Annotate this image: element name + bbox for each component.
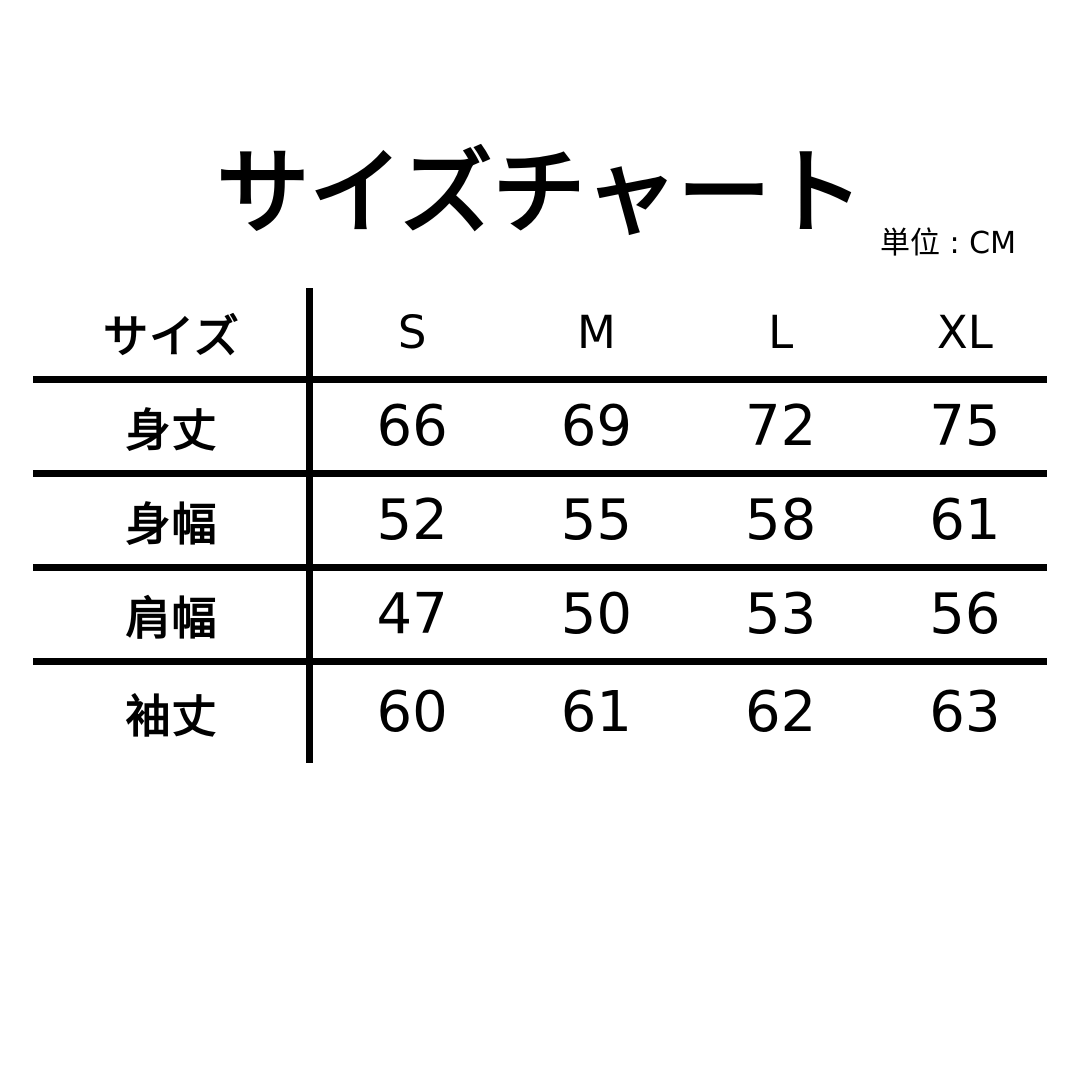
value-body-length-xl: 75 — [929, 394, 1001, 459]
value-sleeve-length-s: 60 — [376, 679, 448, 745]
header-size-label: サイズ — [103, 309, 240, 363]
row-label-shoulder-width: 肩幅 — [125, 592, 218, 645]
column-header-s: S — [397, 305, 427, 359]
value-shoulder-width-xl: 56 — [929, 582, 1001, 647]
table-row-body-length: 身丈 66 69 72 75 — [33, 383, 1047, 477]
value-sleeve-length-l: 62 — [744, 679, 817, 745]
table-row-body-width: 身幅 52 55 58 61 — [33, 477, 1047, 571]
value-sleeve-length-m: 61 — [560, 679, 632, 745]
value-body-length-l: 72 — [744, 394, 817, 459]
table-row-shoulder-width: 肩幅 47 50 53 56 — [33, 571, 1047, 665]
column-header-l: L — [768, 305, 794, 359]
value-body-width-m: 55 — [560, 488, 632, 553]
value-body-width-xl: 61 — [929, 488, 1001, 553]
column-header-m: M — [576, 305, 616, 359]
value-body-length-m: 69 — [560, 394, 632, 459]
row-label-body-length: 身丈 — [125, 404, 218, 457]
page-title: サイズチャート — [216, 139, 864, 247]
row-label-body-width: 身幅 — [125, 498, 218, 551]
unit-label: 単位 : CM — [879, 226, 1016, 261]
vertical-divider-line — [306, 288, 313, 763]
value-shoulder-width-l: 53 — [744, 582, 817, 647]
value-sleeve-length-xl: 63 — [929, 679, 1001, 745]
value-body-width-s: 52 — [376, 488, 448, 553]
size-chart-table: サイズ S M L XL 身丈 66 69 72 75 身幅 52 55 58 … — [33, 288, 1047, 763]
value-shoulder-width-s: 47 — [376, 582, 448, 647]
value-body-width-l: 58 — [744, 488, 817, 553]
column-header-xl: XL — [936, 305, 993, 359]
table-row-sleeve-length: 袖丈 60 61 62 63 — [33, 665, 1047, 759]
value-shoulder-width-m: 50 — [560, 582, 632, 647]
table-header-row: サイズ S M L XL — [33, 288, 1047, 383]
row-label-sleeve-length: 袖丈 — [125, 689, 218, 743]
value-body-length-s: 66 — [376, 394, 448, 459]
